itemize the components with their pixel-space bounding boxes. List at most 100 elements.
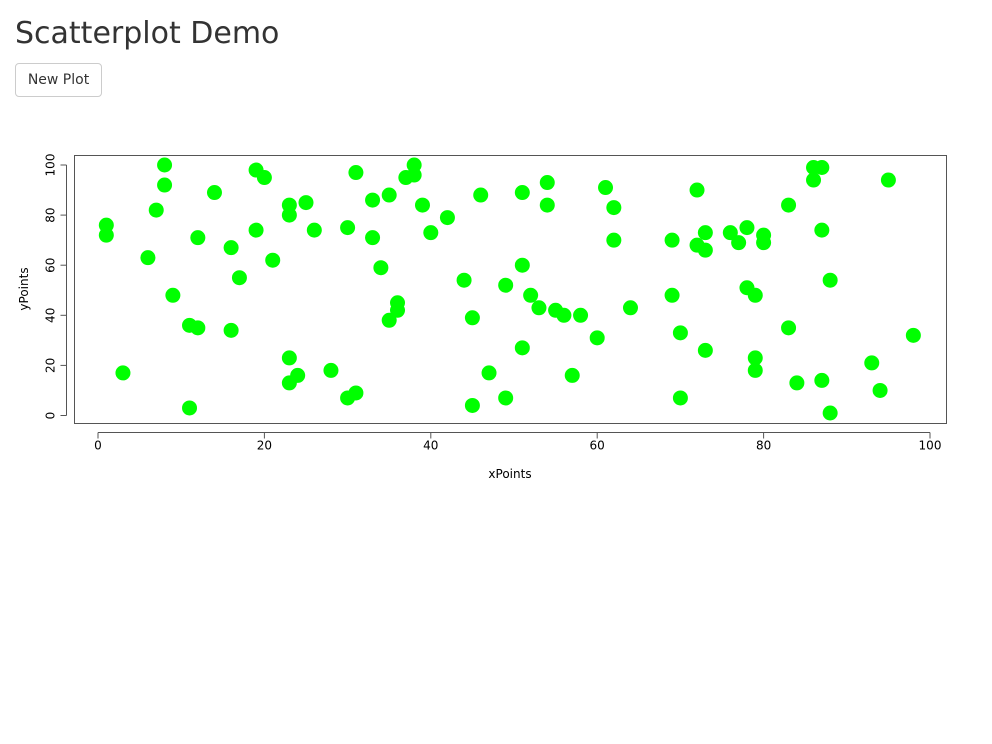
data-point (880, 172, 896, 188)
x-tick-label: 0 (94, 439, 102, 453)
y-axis-label: yPoints (17, 267, 31, 310)
x-tick-label: 60 (590, 439, 605, 453)
data-point (539, 197, 555, 213)
x-tick-label: 80 (756, 439, 771, 453)
data-point (206, 185, 222, 201)
data-point (473, 187, 489, 203)
x-axis: 0 20 40 60 80 100 (94, 432, 942, 453)
data-points (98, 157, 921, 421)
new-plot-button[interactable]: New Plot (15, 63, 102, 97)
data-point (664, 287, 680, 303)
data-point (664, 232, 680, 248)
data-point (381, 187, 397, 203)
data-point (165, 287, 181, 303)
y-tick-label: 100 (44, 154, 58, 177)
data-point (464, 310, 480, 326)
data-point (689, 182, 705, 198)
data-point (265, 252, 281, 268)
data-point (514, 185, 530, 201)
data-point (190, 320, 206, 336)
data-point (281, 350, 297, 366)
data-point (747, 362, 763, 378)
scatter-plot: 0 20 40 60 80 100 0 20 40 60 80 100 xPoints yPoint… (17, 154, 947, 481)
y-tick-label: 60 (44, 258, 58, 273)
data-point (223, 322, 239, 338)
data-point (672, 390, 688, 406)
data-point (606, 200, 622, 216)
data-point (348, 385, 364, 401)
data-point (157, 177, 173, 193)
data-point (589, 330, 605, 346)
data-point (190, 230, 206, 246)
data-point (281, 207, 297, 223)
data-point (672, 325, 688, 341)
data-point (814, 372, 830, 388)
data-point (439, 210, 455, 226)
data-point (157, 157, 173, 173)
data-point (498, 390, 514, 406)
data-point (182, 400, 198, 416)
data-point (606, 232, 622, 248)
data-point (464, 397, 480, 413)
data-point (539, 175, 555, 191)
data-point (573, 307, 589, 323)
y-tick-label: 80 (44, 207, 58, 222)
data-point (365, 230, 381, 246)
data-point (697, 342, 713, 358)
data-point (789, 375, 805, 391)
data-point (697, 242, 713, 258)
data-point (806, 172, 822, 188)
data-point (872, 382, 888, 398)
data-point (781, 197, 797, 213)
data-point (697, 225, 713, 241)
data-point (323, 362, 339, 378)
data-point (531, 300, 547, 316)
data-point (739, 220, 755, 236)
data-point (822, 272, 838, 288)
y-tick-label: 0 (44, 412, 58, 420)
data-point (381, 312, 397, 328)
data-point (514, 340, 530, 356)
plot-frame (74, 155, 947, 424)
data-point (365, 192, 381, 208)
data-point (556, 307, 572, 323)
data-point (231, 270, 247, 286)
data-point (115, 365, 131, 381)
data-point (390, 302, 406, 318)
data-point (498, 277, 514, 293)
data-point (290, 367, 306, 383)
data-point (373, 260, 389, 276)
data-point (148, 202, 164, 218)
data-point (523, 287, 539, 303)
x-tick-label: 40 (423, 439, 438, 453)
data-point (822, 405, 838, 421)
data-point (223, 240, 239, 256)
data-point (414, 197, 430, 213)
data-point (423, 225, 439, 241)
data-point (722, 225, 738, 241)
data-point (248, 222, 264, 238)
data-point (747, 287, 763, 303)
data-point (140, 250, 156, 266)
data-point (905, 327, 921, 343)
data-point (340, 220, 356, 236)
data-point (756, 235, 772, 251)
data-point (348, 165, 364, 181)
y-axis: 0 20 40 60 80 100 (44, 154, 67, 420)
page-title: Scatterplot Demo (15, 16, 280, 51)
data-point (306, 222, 322, 238)
data-point (781, 320, 797, 336)
data-point (298, 195, 314, 211)
data-point (564, 367, 580, 383)
data-point (256, 170, 272, 186)
data-point (864, 355, 880, 371)
y-tick-label: 40 (44, 308, 58, 323)
data-point (747, 350, 763, 366)
data-point (598, 180, 614, 196)
data-point (622, 300, 638, 316)
data-point (731, 235, 747, 251)
x-tick-label: 100 (919, 439, 942, 453)
data-point (98, 227, 114, 243)
data-point (514, 257, 530, 273)
